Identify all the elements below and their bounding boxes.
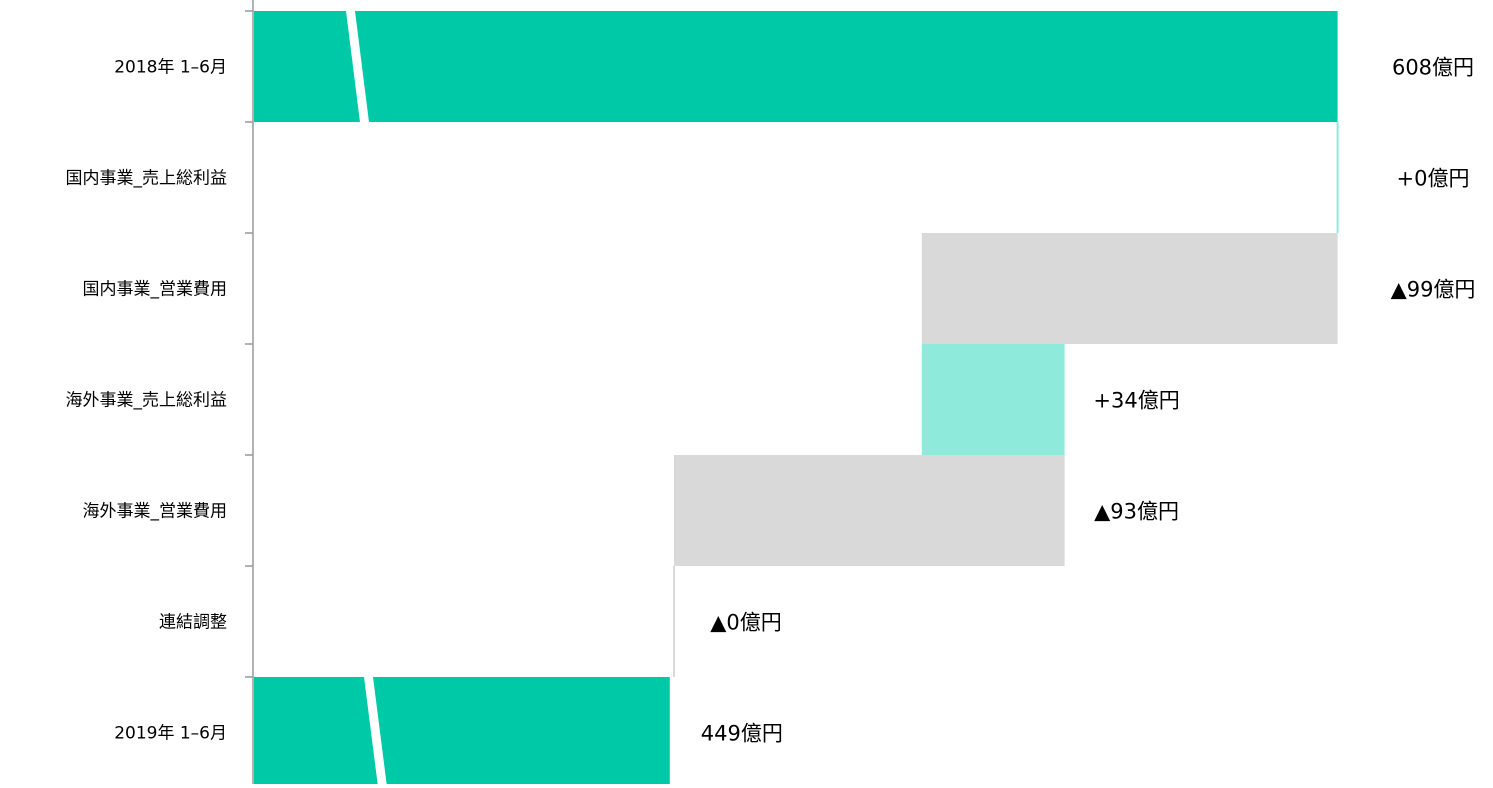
value-label-2: ▲99億円 [1391,278,1476,302]
axis-break-layer [346,11,387,784]
value-label-0: 608億円 [1392,56,1474,80]
value-label-6: 449億円 [701,722,783,746]
bar-3 [921,344,1065,455]
category-label-3: 海外事業_売上総利益 [66,391,228,411]
category-label-6: 2019年 1–6月 [114,724,227,744]
value-label-4: ▲93億円 [1094,500,1179,524]
category-label-0: 2018年 1–6月 [114,58,227,78]
value-label-1: +0億円 [1397,167,1470,191]
category-label-5: 連結調整 [159,613,227,633]
axis-break-6 [364,677,387,784]
value-label-5: ▲0億円 [710,611,782,635]
bar-0 [254,11,1338,122]
category-label-4: 海外事業_営業費用 [83,502,228,522]
value-label-3: +34億円 [1093,389,1179,413]
category-label-1: 国内事業_売上総利益 [66,169,228,189]
bar-6 [254,677,670,784]
bars-layer [254,11,1339,784]
bar-4 [674,455,1065,566]
category-axis [245,0,254,784]
bar-2 [921,233,1338,344]
category-label-2: 国内事業_営業費用 [83,280,228,300]
axis-break-0 [346,11,369,122]
